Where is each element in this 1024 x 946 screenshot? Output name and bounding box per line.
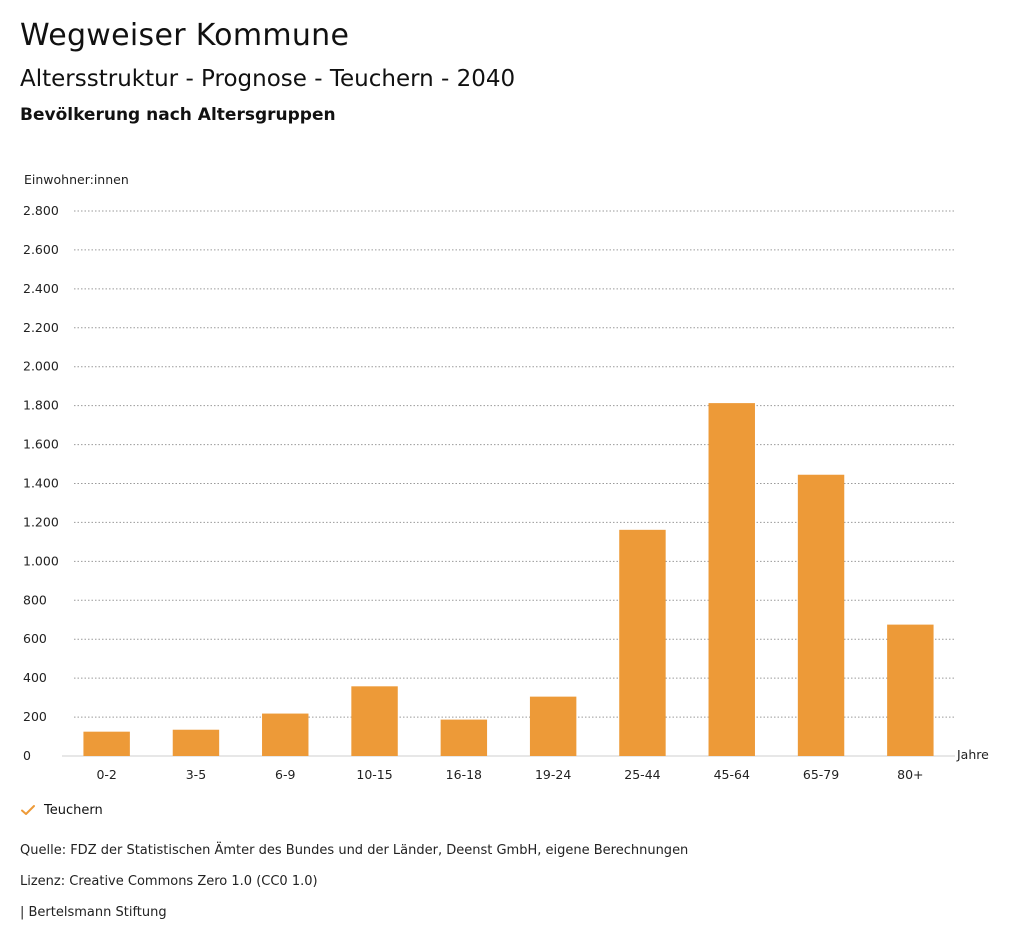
bar-10-15[interactable]: [351, 686, 398, 756]
y-tick-label: 0: [23, 748, 31, 763]
section-heading: Bevölkerung nach Altersgruppen: [20, 105, 336, 125]
y-tick-label: 1.400: [23, 476, 59, 491]
bar-80+[interactable]: [887, 624, 934, 756]
x-tick-label: 10-15: [356, 767, 392, 782]
bar-3-5[interactable]: [172, 729, 220, 756]
x-tick-label: 3-5: [186, 767, 206, 782]
y-axis-label: Einwohner:innen: [24, 172, 129, 187]
x-tick-label: 45-64: [714, 767, 750, 782]
bar-16-18[interactable]: [440, 719, 488, 756]
x-tick-label: 65-79: [803, 767, 839, 782]
bar-6-9[interactable]: [262, 713, 309, 756]
y-tick-label: 400: [23, 670, 47, 685]
bar-65-79[interactable]: [797, 474, 845, 756]
legend-label: Teuchern: [44, 802, 103, 818]
x-tick-label: 6-9: [275, 767, 295, 782]
y-tick-label: 2.800: [23, 203, 59, 218]
y-tick-label: 1.200: [23, 514, 59, 529]
y-tick-label: 2.000: [23, 359, 59, 374]
bar-0-2[interactable]: [83, 731, 130, 756]
source-note: Quelle: FDZ der Statistischen Ämter des …: [20, 843, 689, 858]
bar-25-44[interactable]: [619, 529, 666, 756]
x-tick-label: 16-18: [446, 767, 482, 782]
y-tick-label: 1.000: [23, 553, 59, 568]
x-tick-label: 80+: [897, 767, 923, 782]
bar-19-24[interactable]: [529, 696, 577, 756]
y-tick-label: 2.400: [23, 281, 59, 296]
page-title: Wegweiser Kommune: [20, 18, 350, 53]
y-tick-label: 200: [23, 709, 47, 724]
y-tick-label: 2.600: [23, 242, 59, 257]
publisher-note: | Bertelsmann Stiftung: [20, 905, 167, 920]
x-axis-label: Jahre: [956, 747, 989, 762]
y-tick-label: 1.800: [23, 398, 59, 413]
y-tick-label: 800: [23, 592, 47, 607]
bar-chart: Einwohner:innen 0 200 400 600 800 1.000 1.200 1.…: [23, 172, 989, 782]
x-tick-label: 0-2: [96, 767, 116, 782]
y-tick-label: 600: [23, 631, 47, 646]
check-icon: [21, 805, 35, 815]
x-tick-label: 25-44: [624, 767, 660, 782]
bar-45-64[interactable]: [708, 403, 755, 756]
legend-item-teuchern[interactable]: Teuchern: [20, 802, 103, 818]
license-note: Lizenz: Creative Commons Zero 1.0 (CC0 1…: [20, 874, 318, 889]
chart-subtitle: Altersstruktur - Prognose - Teuchern - 2…: [20, 66, 516, 92]
x-tick-label: 19-24: [535, 767, 571, 782]
y-tick-label: 2.200: [23, 320, 59, 335]
y-tick-label: 1.600: [23, 437, 59, 452]
